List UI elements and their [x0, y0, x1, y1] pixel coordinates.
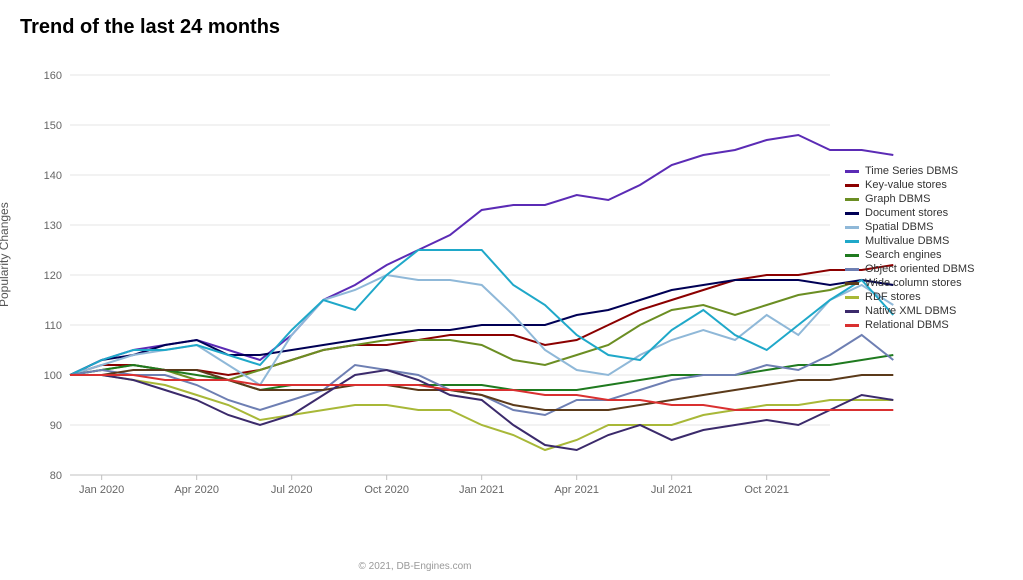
- legend-item-0[interactable]: Time Series DBMS: [845, 165, 974, 177]
- legend-swatch: [845, 240, 859, 243]
- legend-item-5[interactable]: Multivalue DBMS: [845, 235, 974, 247]
- credits-text: © 2021, DB-Engines.com: [0, 561, 830, 572]
- svg-text:130: 130: [44, 220, 62, 232]
- legend-item-8[interactable]: Wide column stores: [845, 277, 974, 289]
- legend-item-11[interactable]: Relational DBMS: [845, 319, 974, 331]
- series-line-0[interactable]: [70, 135, 893, 375]
- series-line-9[interactable]: [70, 375, 893, 450]
- legend-label: Search engines: [865, 249, 941, 261]
- svg-text:120: 120: [44, 270, 62, 282]
- legend-item-6[interactable]: Search engines: [845, 249, 974, 261]
- svg-text:Oct 2021: Oct 2021: [744, 484, 789, 496]
- legend-swatch: [845, 212, 859, 215]
- legend-swatch: [845, 296, 859, 299]
- legend-swatch: [845, 170, 859, 173]
- svg-text:160: 160: [44, 70, 62, 82]
- legend-item-10[interactable]: Native XML DBMS: [845, 305, 974, 317]
- legend-swatch: [845, 310, 859, 313]
- series-line-1[interactable]: [70, 265, 893, 375]
- svg-text:Jan 2020: Jan 2020: [79, 484, 124, 496]
- legend: Time Series DBMS Key-value stores Graph DB…: [845, 165, 974, 333]
- svg-text:140: 140: [44, 170, 62, 182]
- svg-text:150: 150: [44, 120, 62, 132]
- plot-svg: 8090100110120130140150160Jan 2020Apr 202…: [70, 60, 830, 500]
- series-line-3[interactable]: [70, 280, 893, 375]
- chart-title: Trend of the last 24 months: [20, 16, 280, 39]
- svg-text:110: 110: [44, 320, 62, 332]
- chart-container: Trend of the last 24 months Popularity C…: [0, 0, 1023, 580]
- legend-swatch: [845, 268, 859, 271]
- svg-text:Oct 2020: Oct 2020: [364, 484, 409, 496]
- legend-label: Graph DBMS: [865, 193, 930, 205]
- legend-item-7[interactable]: Object oriented DBMS: [845, 263, 974, 275]
- svg-text:90: 90: [50, 420, 62, 432]
- legend-item-3[interactable]: Document stores: [845, 207, 974, 219]
- svg-text:80: 80: [50, 470, 62, 482]
- y-axis-label: Popularity Changes: [0, 202, 11, 307]
- legend-label: Key-value stores: [865, 179, 947, 191]
- svg-text:100: 100: [44, 370, 62, 382]
- legend-label: Relational DBMS: [865, 319, 949, 331]
- legend-label: Multivalue DBMS: [865, 235, 949, 247]
- legend-swatch: [845, 282, 859, 285]
- legend-label: Time Series DBMS: [865, 165, 958, 177]
- svg-text:Jan 2021: Jan 2021: [459, 484, 504, 496]
- legend-item-4[interactable]: Spatial DBMS: [845, 221, 974, 233]
- plot-area: 8090100110120130140150160Jan 2020Apr 202…: [70, 60, 830, 500]
- legend-label: Native XML DBMS: [865, 305, 956, 317]
- series-line-5[interactable]: [70, 250, 893, 375]
- legend-item-9[interactable]: RDF stores: [845, 291, 974, 303]
- legend-label: Spatial DBMS: [865, 221, 933, 233]
- svg-text:Apr 2020: Apr 2020: [174, 484, 219, 496]
- legend-label: Object oriented DBMS: [865, 263, 974, 275]
- legend-swatch: [845, 254, 859, 257]
- legend-swatch: [845, 324, 859, 327]
- legend-item-1[interactable]: Key-value stores: [845, 179, 974, 191]
- legend-swatch: [845, 184, 859, 187]
- legend-item-2[interactable]: Graph DBMS: [845, 193, 974, 205]
- svg-text:Jul 2021: Jul 2021: [651, 484, 693, 496]
- legend-label: Document stores: [865, 207, 948, 219]
- legend-swatch: [845, 226, 859, 229]
- svg-text:Jul 2020: Jul 2020: [271, 484, 313, 496]
- legend-label: RDF stores: [865, 291, 921, 303]
- legend-label: Wide column stores: [865, 277, 962, 289]
- legend-swatch: [845, 198, 859, 201]
- svg-text:Apr 2021: Apr 2021: [554, 484, 599, 496]
